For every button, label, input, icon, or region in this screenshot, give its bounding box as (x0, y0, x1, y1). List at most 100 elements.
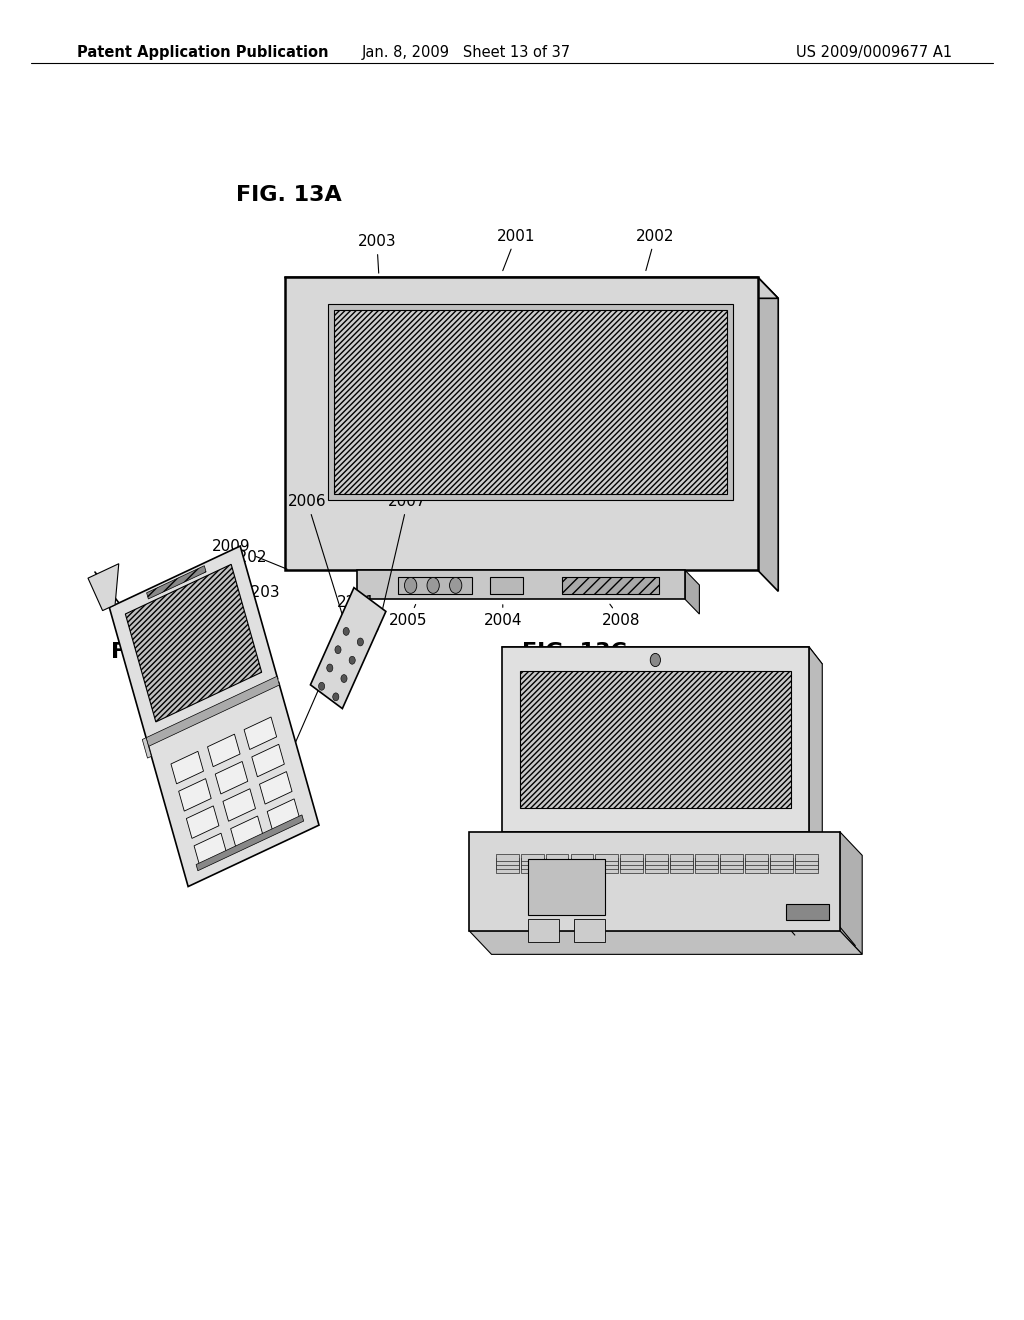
Bar (285, 277, 758, 570)
Polygon shape (310, 587, 386, 709)
Text: 2005: 2005 (389, 605, 428, 628)
Polygon shape (146, 676, 280, 746)
Text: 2203: 2203 (190, 585, 281, 701)
Polygon shape (252, 744, 285, 776)
Bar (596, 866, 618, 873)
Bar (745, 854, 768, 861)
Polygon shape (840, 832, 862, 954)
Text: 2007: 2007 (378, 494, 427, 631)
Polygon shape (685, 570, 699, 614)
Bar (695, 866, 718, 873)
Bar (695, 854, 718, 861)
Circle shape (318, 682, 325, 690)
Bar (786, 904, 829, 920)
Bar (720, 866, 743, 873)
Polygon shape (285, 277, 778, 298)
Polygon shape (88, 564, 119, 611)
Text: FIG. 13A: FIG. 13A (236, 185, 341, 206)
Bar (528, 919, 559, 942)
Text: 2002: 2002 (636, 228, 675, 271)
Polygon shape (758, 277, 778, 591)
Bar (645, 858, 669, 865)
Polygon shape (223, 789, 255, 821)
Text: 2009: 2009 (212, 539, 287, 569)
Polygon shape (178, 779, 211, 810)
Bar (621, 858, 643, 865)
Polygon shape (110, 546, 278, 741)
Circle shape (349, 656, 355, 664)
Bar (520, 862, 544, 869)
Circle shape (650, 653, 660, 667)
Bar (502, 647, 809, 832)
Bar (520, 671, 791, 808)
Text: 2401: 2401 (593, 717, 795, 935)
Bar (720, 854, 743, 861)
Bar (574, 919, 605, 942)
Bar (671, 858, 693, 865)
Circle shape (343, 627, 349, 635)
Text: US 2009/0009677 A1: US 2009/0009677 A1 (797, 45, 952, 61)
Bar (645, 866, 669, 873)
Bar (745, 862, 768, 869)
Bar (496, 854, 518, 861)
Text: 2202: 2202 (139, 550, 267, 614)
Bar (745, 858, 768, 865)
Bar (570, 862, 594, 869)
Bar (720, 858, 743, 865)
Bar (621, 866, 643, 873)
Bar (745, 866, 768, 873)
Bar (570, 854, 594, 861)
Circle shape (333, 693, 339, 701)
Bar (621, 862, 643, 869)
Bar (520, 854, 544, 861)
Bar (645, 862, 669, 869)
Bar (796, 862, 818, 869)
Polygon shape (259, 772, 292, 804)
Circle shape (427, 578, 439, 594)
Polygon shape (208, 734, 240, 767)
Polygon shape (147, 682, 319, 887)
Circle shape (357, 638, 364, 645)
Bar (596, 862, 618, 869)
Bar (770, 854, 794, 861)
Polygon shape (469, 931, 862, 954)
Bar (596, 854, 618, 861)
Polygon shape (125, 565, 262, 722)
Polygon shape (502, 647, 822, 664)
Text: FIG. 13B: FIG. 13B (111, 642, 216, 663)
Bar (695, 858, 718, 865)
Polygon shape (146, 566, 206, 599)
Bar (496, 862, 518, 869)
Bar (490, 577, 523, 594)
Text: Patent Application Publication: Patent Application Publication (77, 45, 329, 61)
Text: Jan. 8, 2009   Sheet 13 of 37: Jan. 8, 2009 Sheet 13 of 37 (361, 45, 570, 61)
Bar (520, 866, 544, 873)
Bar (770, 862, 794, 869)
Circle shape (327, 664, 333, 672)
Text: 2201: 2201 (292, 595, 376, 752)
Polygon shape (186, 807, 219, 838)
Polygon shape (244, 717, 276, 750)
Bar (546, 858, 568, 865)
Bar (796, 866, 818, 873)
Bar (671, 862, 693, 869)
Polygon shape (195, 833, 226, 866)
Polygon shape (171, 751, 204, 784)
Text: 2402: 2402 (662, 727, 855, 945)
Circle shape (341, 675, 347, 682)
Text: 2006: 2006 (288, 494, 343, 618)
Bar (328, 304, 733, 500)
Bar (357, 570, 685, 599)
Bar (546, 862, 568, 869)
Circle shape (450, 578, 462, 594)
Circle shape (404, 578, 417, 594)
Polygon shape (215, 762, 248, 793)
Bar (546, 866, 568, 873)
Bar (496, 858, 518, 865)
Bar (645, 854, 669, 861)
Bar (496, 866, 518, 873)
Bar (469, 832, 840, 931)
Text: 2004: 2004 (483, 605, 522, 628)
Bar (398, 577, 472, 594)
Bar (796, 858, 818, 865)
